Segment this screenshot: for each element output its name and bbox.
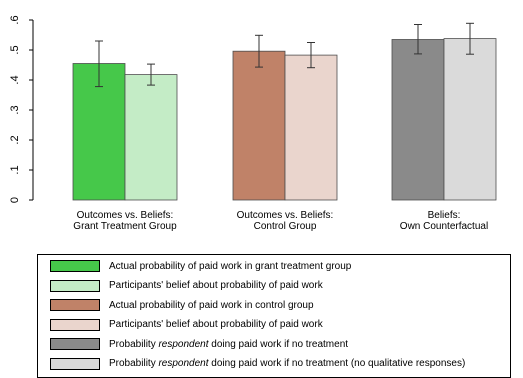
bar xyxy=(284,54,338,201)
legend-swatch xyxy=(50,260,100,272)
legend-label-part: Participants' belief about probability o… xyxy=(109,280,323,291)
legend-label-part: Actual probability of paid work in grant… xyxy=(109,260,352,272)
category-label: Outcomes vs. Beliefs: xyxy=(237,210,334,221)
legend-label-emphasis: respondent xyxy=(158,358,209,369)
legend-swatch xyxy=(50,338,100,350)
legend-swatch xyxy=(50,318,100,331)
legend-swatch xyxy=(50,357,100,370)
legend-swatch xyxy=(50,299,100,311)
legend-label: Probability respondent doing paid work i… xyxy=(109,358,465,369)
category-label: Control Group xyxy=(254,221,317,232)
category-label: Outcomes vs. Beliefs: xyxy=(77,210,174,221)
legend-label-part: Actual probability of paid work in contr… xyxy=(109,299,314,311)
y-tick-label: .3 xyxy=(9,105,21,114)
bar xyxy=(124,74,178,201)
bars xyxy=(72,38,497,201)
legend-item: Actual probability of paid work in contr… xyxy=(50,298,314,312)
y-tick-label: .6 xyxy=(9,15,21,24)
legend-label: Actual probability of paid work in grant… xyxy=(109,261,351,272)
legend-label: Participants' belief about probability o… xyxy=(109,280,323,291)
bar xyxy=(443,38,497,201)
error-bars xyxy=(95,22,474,88)
legend-label-emphasis: respondent xyxy=(158,338,209,350)
legend-label: Probability respondent doing paid work i… xyxy=(109,339,348,350)
y-axis: 0 .1 .2 .3 .4 .5 .6 xyxy=(9,15,34,203)
legend-label-part: doing paid work if no treatment (no qual… xyxy=(208,358,466,369)
legend-label-part: Participants' belief about probability o… xyxy=(109,319,323,330)
y-tick-label: .5 xyxy=(9,45,21,54)
category-label: Beliefs: xyxy=(428,210,461,221)
legend-item: Participants' belief about probability o… xyxy=(50,318,323,332)
legend: Actual probability of paid work in grant… xyxy=(37,254,511,378)
legend-item: Probability respondent doing paid work i… xyxy=(50,357,465,371)
legend-item: Participants' belief about probability o… xyxy=(50,279,323,293)
y-tick-label: .2 xyxy=(9,135,21,144)
y-tick-label: 0 xyxy=(9,197,21,203)
category-labels: Outcomes vs. Beliefs:Grant Treatment Gro… xyxy=(73,210,488,232)
legend-label-part: doing paid work if no treatment xyxy=(208,338,349,350)
bar-chart: 0.1.2.3.4.5.6 Outcomes vs. Beliefs:Grant… xyxy=(9,15,497,232)
category-label: Grant Treatment Group xyxy=(73,221,177,232)
bar xyxy=(232,50,286,201)
legend-label-part: Probability xyxy=(109,358,159,369)
bar xyxy=(391,39,445,201)
y-tick-label: .4 xyxy=(9,75,21,84)
legend-item: Probability respondent doing paid work i… xyxy=(50,337,348,351)
y-tick-label: .1 xyxy=(9,165,21,174)
legend-label-part: Probability xyxy=(109,338,159,350)
legend-item: Actual probability of paid work in grant… xyxy=(50,259,351,273)
category-label: Own Counterfactual xyxy=(400,221,488,232)
legend-label: Actual probability of paid work in contr… xyxy=(109,300,314,311)
legend-label: Participants' belief about probability o… xyxy=(109,319,323,330)
legend-swatch xyxy=(50,279,100,292)
